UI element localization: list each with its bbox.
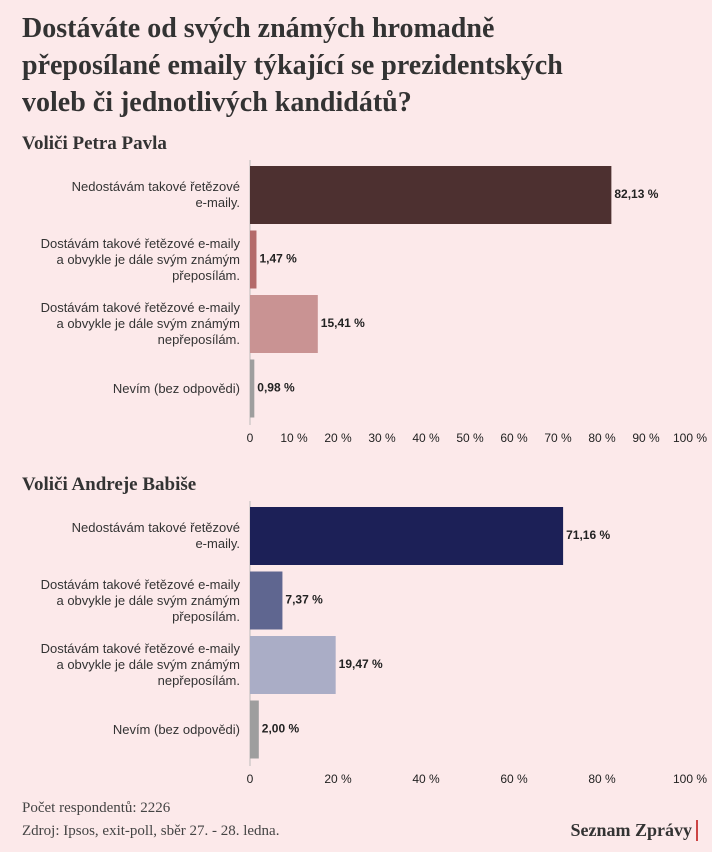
x-tick-label: 0 (247, 772, 254, 786)
category-label: Nevím (bez odpovědi) (112, 721, 240, 737)
x-tick-label: 20 % (324, 772, 352, 786)
x-tick-label: 0 (247, 431, 254, 445)
value-label: 2,00 % (262, 722, 300, 736)
x-tick-label: 60 % (500, 772, 528, 786)
x-tick-label: 80 % (588, 431, 616, 445)
chart-subtitle: Voliči Petra Pavla (22, 133, 167, 154)
bar (250, 700, 259, 759)
x-tick-label: 90 % (632, 431, 660, 445)
x-tick-label: 10 % (280, 431, 308, 445)
category-label: Nedostávám takové řetězové e-maily. (71, 520, 240, 551)
value-label: 15,41 % (321, 316, 365, 330)
bar (250, 295, 318, 353)
category-label: Nevím (bez odpovědi) (112, 380, 240, 396)
x-tick-label: 20 % (324, 431, 352, 445)
bar (250, 230, 257, 289)
value-label: 71,16 % (566, 528, 610, 542)
value-label: 82,13 % (614, 187, 658, 201)
x-tick-label: 60 % (500, 431, 528, 445)
value-label: 0,98 % (257, 381, 295, 395)
respondents-note: Počet respondentů: 2226 (22, 800, 171, 816)
bar (250, 359, 255, 418)
category-label: Nedostávám takové řetězové e-maily. (71, 179, 240, 210)
x-tick-label: 40 % (412, 772, 440, 786)
bar (250, 507, 564, 565)
x-tick-label: 40 % (412, 431, 440, 445)
category-label: Dostávám takové řetězové e-maily a obvyk… (40, 576, 240, 624)
x-tick-label: 30 % (368, 431, 396, 445)
value-label: 1,47 % (259, 252, 297, 266)
source-note: Zdroj: Ipsos, exit-poll, sběr 27. - 28. … (22, 823, 280, 839)
bar (250, 571, 283, 630)
bar (250, 166, 612, 224)
x-tick-label: 70 % (544, 431, 572, 445)
category-label: Dostávám takové řetězové e-maily a obvyk… (40, 235, 240, 283)
x-tick-label: 100 % (673, 431, 707, 445)
value-label: 7,37 % (285, 593, 323, 607)
x-tick-label: 100 % (673, 772, 707, 786)
category-label: Dostávám takové řetězové e-maily a obvyk… (40, 641, 240, 688)
chart-subtitle: Voliči Andreje Babiše (22, 474, 197, 495)
category-label: Dostávám takové řetězové e-maily a obvyk… (40, 300, 240, 347)
brand: Seznam Zprávy (571, 820, 698, 841)
bar (250, 636, 336, 694)
value-label: 19,47 % (339, 657, 383, 671)
title: Dostáváte od svých známých hromadně přep… (22, 13, 563, 118)
x-tick-label: 50 % (456, 431, 484, 445)
x-tick-label: 80 % (588, 772, 616, 786)
